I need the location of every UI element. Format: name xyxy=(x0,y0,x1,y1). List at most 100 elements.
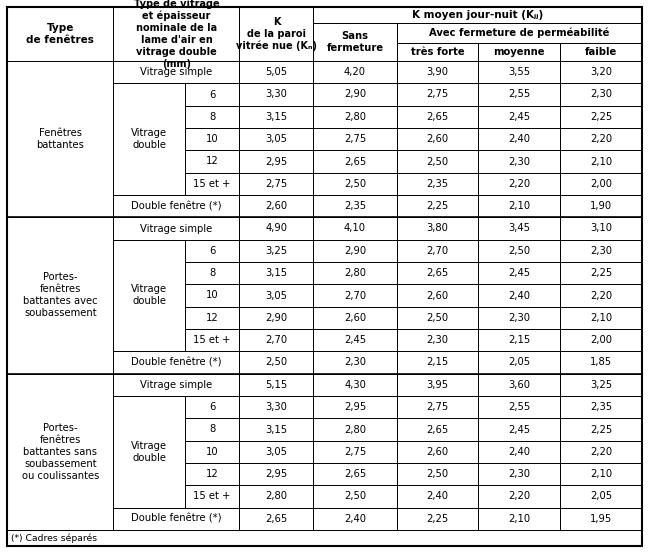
Bar xyxy=(185,486,239,508)
Bar xyxy=(239,396,313,418)
Bar xyxy=(478,173,560,195)
Bar xyxy=(313,173,397,195)
Text: 2,45: 2,45 xyxy=(508,268,530,278)
Text: 10: 10 xyxy=(206,447,219,457)
Text: 2,45: 2,45 xyxy=(344,335,366,345)
Text: 2,20: 2,20 xyxy=(508,179,530,189)
Bar xyxy=(397,106,478,128)
Text: 15 et +: 15 et + xyxy=(193,492,231,502)
Text: 2,60: 2,60 xyxy=(426,134,448,144)
Text: 2,00: 2,00 xyxy=(590,179,612,189)
Text: 2,60: 2,60 xyxy=(426,290,448,300)
Text: 2,40: 2,40 xyxy=(508,134,530,144)
Text: 2,50: 2,50 xyxy=(426,469,448,479)
Text: 2,60: 2,60 xyxy=(265,201,288,211)
Text: 2,90: 2,90 xyxy=(344,90,366,100)
Bar xyxy=(397,195,478,217)
Bar xyxy=(239,374,313,396)
Bar xyxy=(185,84,239,106)
Text: 3,90: 3,90 xyxy=(426,67,448,77)
Bar xyxy=(185,396,239,418)
Bar xyxy=(478,486,560,508)
Bar xyxy=(478,128,560,150)
Text: 2,25: 2,25 xyxy=(590,268,612,278)
Text: 2,10: 2,10 xyxy=(590,313,612,323)
Text: Vitrage
double: Vitrage double xyxy=(131,128,167,150)
Bar xyxy=(478,284,560,307)
Bar xyxy=(7,374,114,530)
Text: 2,65: 2,65 xyxy=(426,268,448,278)
Text: 6: 6 xyxy=(209,90,215,100)
Bar xyxy=(114,61,239,84)
Text: moyenne: moyenne xyxy=(493,47,545,57)
Text: 2,05: 2,05 xyxy=(590,492,612,502)
Text: 2,50: 2,50 xyxy=(426,156,448,166)
Text: 15 et +: 15 et + xyxy=(193,335,231,345)
Bar xyxy=(239,463,313,486)
Bar xyxy=(313,441,397,463)
Bar xyxy=(185,418,239,441)
Text: Vitrage simple: Vitrage simple xyxy=(140,223,213,233)
Bar xyxy=(7,61,114,217)
Bar xyxy=(239,307,313,329)
Text: 2,10: 2,10 xyxy=(590,469,612,479)
Text: 2,30: 2,30 xyxy=(508,156,530,166)
Text: 3,25: 3,25 xyxy=(265,246,288,256)
Text: 3,15: 3,15 xyxy=(265,112,288,122)
Bar xyxy=(560,463,642,486)
Bar xyxy=(478,374,560,396)
Bar xyxy=(185,128,239,150)
Text: 2,50: 2,50 xyxy=(508,246,530,256)
Bar xyxy=(397,61,478,84)
Text: très forte: très forte xyxy=(411,47,464,57)
Bar xyxy=(478,195,560,217)
Text: 2,20: 2,20 xyxy=(590,134,612,144)
Bar xyxy=(239,7,313,61)
Text: 2,60: 2,60 xyxy=(344,313,366,323)
Text: 4,90: 4,90 xyxy=(265,223,288,233)
Bar xyxy=(560,106,642,128)
Text: 2,40: 2,40 xyxy=(508,290,530,300)
Bar xyxy=(114,195,239,217)
Text: 2,75: 2,75 xyxy=(426,90,448,100)
Text: 15 et +: 15 et + xyxy=(193,179,231,189)
Bar xyxy=(397,23,642,43)
Bar xyxy=(313,84,397,106)
Text: 2,20: 2,20 xyxy=(508,492,530,502)
Bar xyxy=(239,508,313,530)
Bar xyxy=(114,239,185,351)
Text: 2,75: 2,75 xyxy=(344,447,366,457)
Text: 12: 12 xyxy=(206,469,219,479)
Bar xyxy=(397,84,478,106)
Bar xyxy=(560,329,642,351)
Bar xyxy=(313,106,397,128)
Text: K
de la paroi
vitrée nue (Kₙ): K de la paroi vitrée nue (Kₙ) xyxy=(236,17,317,51)
Text: 2,90: 2,90 xyxy=(344,246,366,256)
Bar xyxy=(313,239,397,262)
Bar xyxy=(397,486,478,508)
Bar xyxy=(478,418,560,441)
Bar xyxy=(313,418,397,441)
Text: 3,15: 3,15 xyxy=(265,425,288,435)
Text: 1,90: 1,90 xyxy=(590,201,612,211)
Bar xyxy=(239,173,313,195)
Text: 3,95: 3,95 xyxy=(426,380,448,390)
Bar xyxy=(313,128,397,150)
Bar xyxy=(560,128,642,150)
Bar xyxy=(478,84,560,106)
Bar xyxy=(560,217,642,239)
Text: Vitrage
double: Vitrage double xyxy=(131,441,167,463)
Bar xyxy=(478,329,560,351)
Text: 2,20: 2,20 xyxy=(590,447,612,457)
Bar xyxy=(185,329,239,351)
Text: 2,65: 2,65 xyxy=(344,469,366,479)
Bar xyxy=(397,239,478,262)
Text: 3,25: 3,25 xyxy=(590,380,612,390)
Text: 2,75: 2,75 xyxy=(344,134,366,144)
Text: 2,35: 2,35 xyxy=(426,179,448,189)
Bar xyxy=(397,374,478,396)
Bar xyxy=(239,418,313,441)
Bar xyxy=(239,329,313,351)
Bar xyxy=(313,351,397,374)
Bar xyxy=(239,128,313,150)
